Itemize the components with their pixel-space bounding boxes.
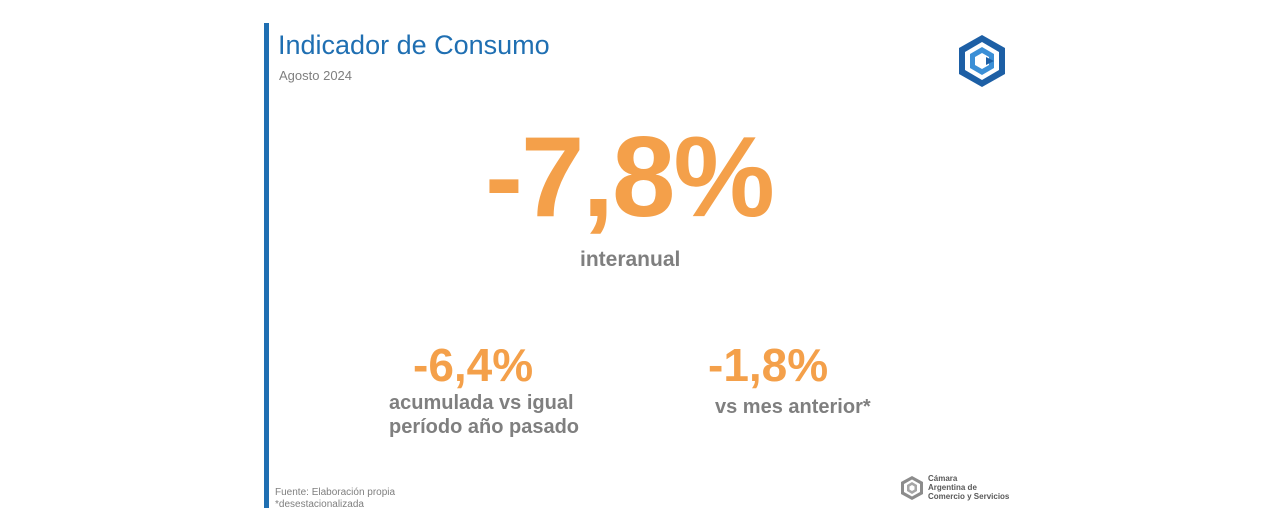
cumulative-indicator-value: -6,4%	[413, 339, 534, 391]
main-indicator-value: -7,8%	[485, 114, 775, 241]
footnote: Fuente: Elaboración propia *desestaciona…	[275, 487, 395, 511]
brand-line3: Comercio y Servicios	[928, 492, 1010, 501]
footer-brand: Cámara Argentina de Comercio y Servicios	[900, 474, 1009, 501]
monthly-indicator-value: -1,8%	[708, 339, 829, 391]
main-indicator-caption: interanual	[580, 248, 681, 271]
monthly-caption-line1: vs mes anterior*	[715, 396, 871, 418]
brand-line2: Argentina de	[928, 483, 977, 492]
cac-logo-icon	[959, 35, 1005, 87]
cumulative-caption-line1: acumulada vs igual	[389, 392, 574, 414]
cumulative-caption-line2: período año pasado	[389, 416, 580, 438]
footer-brand-text: Cámara Argentina de Comercio y Servicios	[928, 474, 1009, 501]
source-note: Fuente: Elaboración propia	[275, 487, 396, 498]
seasonal-note: *desestacionalizada	[275, 499, 364, 510]
page-subtitle: Agosto 2024	[279, 68, 353, 83]
monthly-indicator-caption: vs mes anterior*	[715, 395, 871, 419]
cac-footer-logo-icon	[901, 475, 923, 500]
brand-line1: Cámara	[928, 474, 958, 483]
page-title: Indicador de Consumo	[278, 30, 550, 60]
cumulative-indicator-caption: acumulada vs igual período año pasado	[389, 391, 579, 439]
accent-bar	[264, 23, 269, 508]
